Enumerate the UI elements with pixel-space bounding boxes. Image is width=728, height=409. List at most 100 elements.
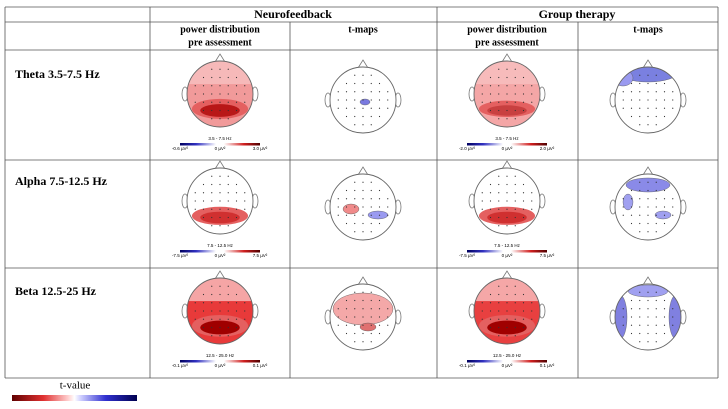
electrode	[514, 208, 516, 210]
topomap	[181, 160, 259, 235]
topomap	[181, 270, 259, 345]
electrode	[219, 175, 221, 177]
colorbar	[180, 143, 260, 146]
electrode	[235, 85, 238, 87]
electrode	[655, 332, 657, 335]
nose	[642, 276, 654, 286]
electrode	[639, 189, 641, 192]
electrode	[354, 181, 356, 183]
colorbar-tick-label: -0.1 µV²	[172, 363, 189, 368]
electrode	[227, 302, 229, 304]
electrode	[370, 222, 372, 225]
colorbar-tick-label: 0.1 µV²	[540, 363, 555, 368]
electrode	[194, 93, 196, 95]
electrode	[227, 225, 229, 227]
electrode	[378, 82, 381, 85]
electrode	[337, 308, 339, 310]
electrode	[211, 85, 213, 87]
electrode	[647, 214, 649, 216]
electrode	[481, 192, 483, 194]
electrode	[514, 285, 516, 287]
electrode	[672, 316, 674, 318]
electrode	[514, 93, 516, 95]
electrode	[506, 318, 508, 320]
electrode	[202, 93, 205, 95]
electrode	[531, 192, 533, 194]
electrode	[378, 324, 381, 326]
electrode	[522, 208, 525, 210]
electrode	[663, 107, 666, 109]
electrode	[639, 324, 641, 326]
electrode	[498, 85, 500, 87]
electrode	[498, 118, 500, 120]
colorbar-tick-label: -7.5 µV²	[172, 253, 189, 258]
electrode	[211, 118, 213, 120]
map-region	[625, 177, 671, 193]
electrode	[354, 316, 356, 318]
electrode	[630, 222, 633, 225]
electrode	[235, 302, 238, 304]
band-label: 7.5 - 12.5 Hz	[494, 243, 521, 248]
electrode	[370, 206, 372, 208]
band-label: 7.5 - 12.5 Hz	[207, 243, 234, 248]
map-region	[187, 168, 253, 192]
electrode	[387, 316, 389, 318]
electrode	[489, 76, 492, 79]
subheader: t-maps	[633, 24, 663, 35]
electrode	[498, 175, 500, 177]
electrode	[489, 208, 492, 210]
electrode	[506, 93, 508, 95]
electrode	[219, 118, 221, 120]
electrode	[655, 124, 657, 126]
electrode	[345, 214, 348, 216]
group-header: Group therapy	[539, 7, 616, 21]
electrode	[345, 308, 348, 310]
electrode	[211, 216, 213, 219]
colorbar	[180, 250, 260, 253]
electrode	[506, 200, 508, 202]
colorbar-tick-label: 3.0 µV²	[253, 146, 268, 151]
colorbar-tick-label: 0 µV²	[215, 146, 226, 151]
electrode	[622, 324, 624, 326]
electrode	[227, 85, 229, 87]
electrode	[655, 91, 657, 93]
electrode	[378, 222, 381, 225]
electrode	[647, 91, 649, 93]
electrode	[370, 316, 372, 318]
electrode	[219, 93, 221, 95]
electrode	[498, 76, 500, 79]
electrode	[531, 318, 533, 320]
electrode	[481, 318, 483, 320]
electrode	[362, 189, 364, 192]
electrode	[522, 326, 525, 329]
electrode	[663, 206, 666, 208]
electrode	[647, 299, 649, 302]
electrode	[202, 109, 205, 112]
electrode	[235, 310, 238, 312]
electrode	[211, 68, 213, 70]
topomap	[324, 276, 402, 351]
electrode	[630, 206, 633, 208]
electrode	[227, 326, 229, 329]
electrode	[362, 206, 364, 208]
electrode	[354, 107, 356, 109]
electrode	[362, 222, 364, 225]
electrode	[522, 318, 525, 320]
electrode	[362, 181, 364, 183]
electrode	[370, 82, 372, 85]
electrode	[370, 74, 372, 76]
electrode	[639, 332, 641, 335]
electrode	[354, 189, 356, 192]
electrode	[211, 183, 213, 186]
electrode	[362, 214, 364, 216]
electrode	[370, 231, 372, 233]
electrode	[354, 299, 356, 302]
electrode	[362, 82, 364, 85]
electrode	[489, 93, 492, 95]
electrode	[362, 291, 364, 293]
electrode	[506, 175, 508, 177]
head-outline	[186, 167, 254, 235]
electrode	[489, 109, 492, 112]
electrode	[647, 189, 649, 192]
electrode	[354, 324, 356, 326]
